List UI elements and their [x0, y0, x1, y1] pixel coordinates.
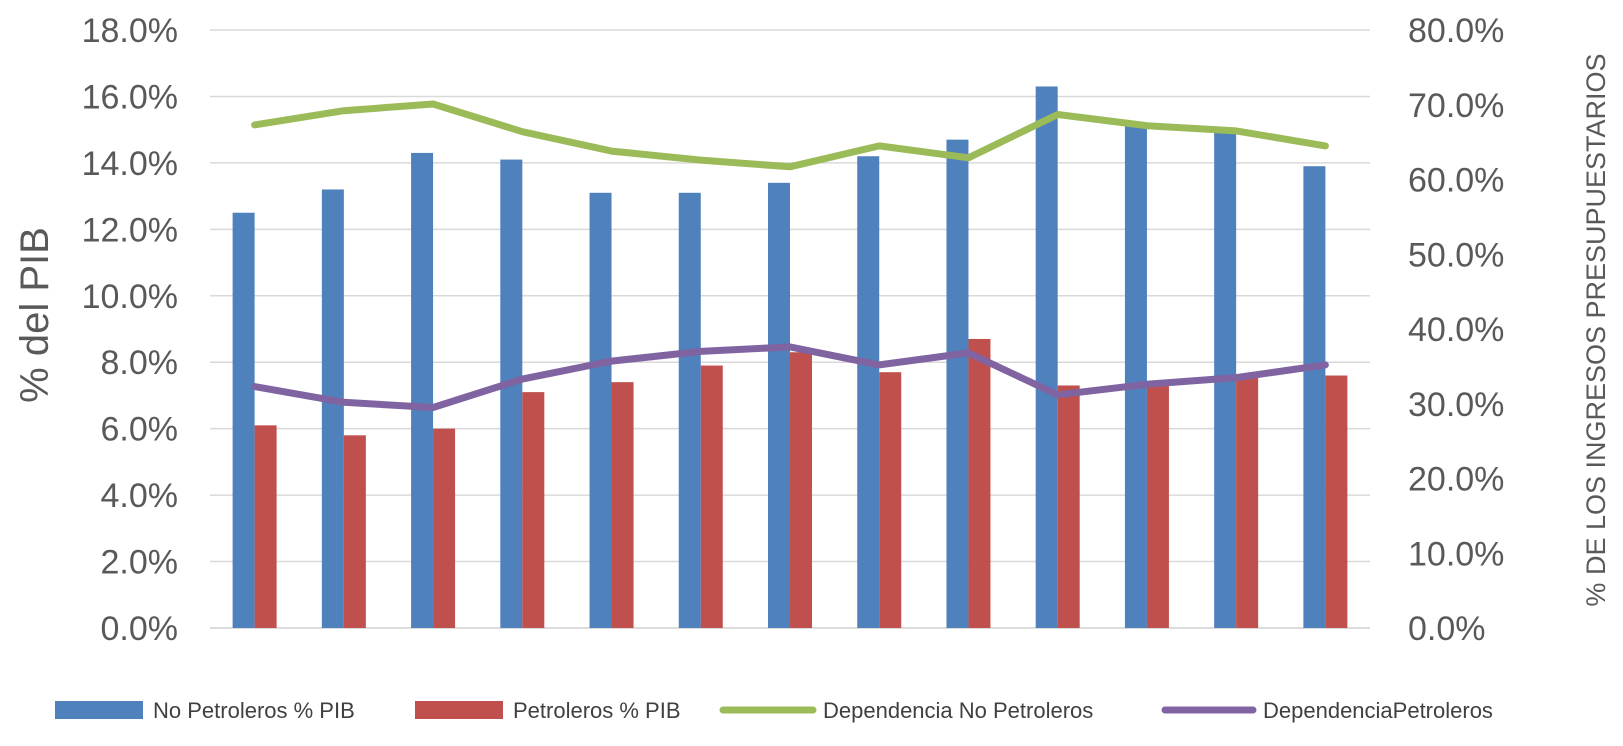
y-tick-label: 16.0%: [82, 78, 178, 116]
y-tick-label: 4.0%: [101, 477, 179, 515]
bar-petroleros: [433, 428, 456, 628]
y-tick-label: 14.0%: [82, 145, 178, 183]
y2-tick-label: 80.0%: [1408, 12, 1504, 50]
bar-petroleros: [343, 435, 366, 628]
bar-petroleros: [522, 392, 545, 628]
y2-tick-label: 20.0%: [1408, 461, 1504, 499]
bar-no-petroleros: [1124, 126, 1147, 628]
legend-label: Petroleros % PIB: [513, 698, 681, 723]
bar-petroleros: [968, 338, 991, 628]
y-tick-label: 8.0%: [101, 344, 179, 382]
bar-no-petroleros: [1035, 86, 1058, 628]
bar-petroleros: [700, 365, 723, 628]
bar-petroleros: [1057, 385, 1080, 628]
legend: No Petroleros % PIB Petroleros % PIB Depen…: [55, 698, 1493, 723]
legend-label: Dependencia No Petroleros: [823, 698, 1093, 723]
bar-no-petroleros: [946, 139, 969, 628]
bar-petroleros: [254, 425, 277, 628]
y-axis-title: % del PIB: [13, 227, 57, 403]
y2-tick-label: 70.0%: [1408, 87, 1504, 125]
bar-no-petroleros: [589, 192, 612, 629]
bar-no-petroleros: [1303, 166, 1326, 628]
y-tick-label: 12.0%: [82, 211, 178, 249]
legend-label: No Petroleros % PIB: [153, 698, 355, 723]
legend-swatch: [55, 701, 143, 719]
y2-tick-label: 50.0%: [1408, 236, 1504, 274]
y-tick-label: 18.0%: [82, 12, 178, 50]
bar-petroleros: [790, 352, 812, 628]
bar-no-petroleros: [678, 192, 701, 629]
y2-axis-title: % DE LOS INGRESOS PRESUPUESTARIOS: [1581, 53, 1611, 606]
lines: [251, 100, 1329, 411]
legend-swatch: [415, 701, 503, 719]
y2-tick-label: 60.0%: [1408, 162, 1504, 200]
bar-no-petroleros: [500, 159, 523, 629]
y-tick-label: 10.0%: [82, 278, 178, 316]
bar-no-petroleros: [411, 152, 434, 628]
y-tick-label: 2.0%: [101, 544, 179, 582]
bar-petroleros: [1236, 375, 1259, 628]
line-dependencia-no-petroleros: [251, 100, 1329, 171]
y2-tick-label: 0.0%: [1408, 610, 1486, 648]
bar-petroleros: [1146, 382, 1169, 628]
y-tick-label: 6.0%: [101, 411, 179, 449]
axes: 0.0% 2.0% 4.0% 6.0% 8.0% 10.0% 12.0% 14.0% 16.0%…: [82, 12, 1505, 648]
y2-tick-label: 10.0%: [1408, 535, 1504, 573]
bar-no-petroleros: [232, 212, 255, 628]
bar-petroleros: [611, 382, 634, 628]
bars: [232, 86, 1348, 629]
y2-tick-label: 30.0%: [1408, 386, 1504, 424]
bar-no-petroleros: [857, 156, 880, 628]
line-dependencia-petroleros: [251, 343, 1329, 411]
y-tick-label: 0.0%: [101, 610, 179, 648]
y2-tick-label: 40.0%: [1408, 311, 1504, 349]
bar-petroleros: [1325, 375, 1348, 628]
bar-petroleros: [879, 372, 902, 628]
bar-no-petroleros: [768, 182, 790, 629]
bar-no-petroleros: [321, 189, 344, 628]
legend-label: DependenciaPetroleros: [1263, 698, 1493, 723]
